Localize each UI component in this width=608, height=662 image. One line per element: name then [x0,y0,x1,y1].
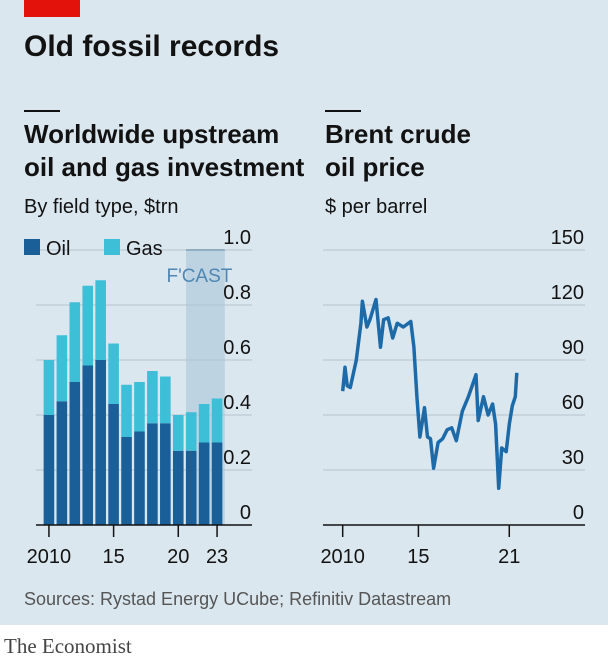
y-tick-label: 90 [562,337,584,359]
x-tick-label: 23 [206,546,228,568]
y-tick-label: 150 [551,227,584,249]
x-tick-label: 15 [407,546,429,568]
bar [121,437,132,525]
chart-title: Brent crude [325,119,471,149]
bar [56,401,68,525]
bar [198,442,210,525]
bar [185,450,197,525]
bar [198,404,210,443]
bar [211,442,223,525]
brand: The Economist [4,634,132,658]
y-tick-label: 0 [240,502,251,524]
y-tick-label: 120 [551,282,584,304]
x-tick-label: 2010 [27,546,72,568]
bar [160,423,171,525]
bar [172,450,184,525]
bar [211,398,223,443]
bar [147,423,158,525]
bar [134,431,145,525]
y-tick-label: 0.4 [223,392,251,414]
bar [108,343,119,404]
x-tick-label: 21 [498,546,520,568]
chart-subtitle: $ per barrel [325,196,427,218]
bar [147,371,158,424]
bar [160,376,171,424]
page-title: Old fossil records [24,30,279,63]
bar [82,365,94,525]
chart-title: oil price [325,152,425,182]
bar [172,415,184,451]
legend-label: Gas [126,238,163,260]
x-tick-label: 15 [102,546,124,568]
y-tick-label: 1.0 [223,227,251,249]
y-tick-label: 0.8 [223,282,251,304]
bar [69,382,81,525]
forecast-label: F'CAST [166,266,232,287]
bar [56,335,68,402]
legend-swatch [24,239,40,255]
bar [134,382,145,432]
line [340,297,519,491]
bar [95,280,106,360]
y-tick-label: 0.6 [223,337,251,359]
bar [185,412,197,451]
y-tick-label: 0 [573,502,584,524]
x-tick-label: 20 [167,546,189,568]
bar [95,360,106,525]
bar [121,384,132,437]
chart-title: oil and gas investment [24,152,305,182]
source: Sources: Rystad Energy UCube; Refinitiv … [24,589,451,609]
bar [69,302,81,382]
legend-label: Oil [46,238,70,260]
y-tick-label: 0.2 [223,447,251,469]
x-tick-label: 2010 [320,546,365,568]
bar [108,404,119,525]
chart-title: Worldwide upstream [24,119,279,149]
bar [82,285,94,366]
y-tick-label: 30 [562,447,584,469]
y-tick-label: 60 [562,392,584,414]
legend-swatch [104,239,120,255]
red-tag [24,0,80,17]
chart-subtitle: By field type, $trn [24,196,179,218]
bar [43,360,55,415]
bar [43,415,55,525]
